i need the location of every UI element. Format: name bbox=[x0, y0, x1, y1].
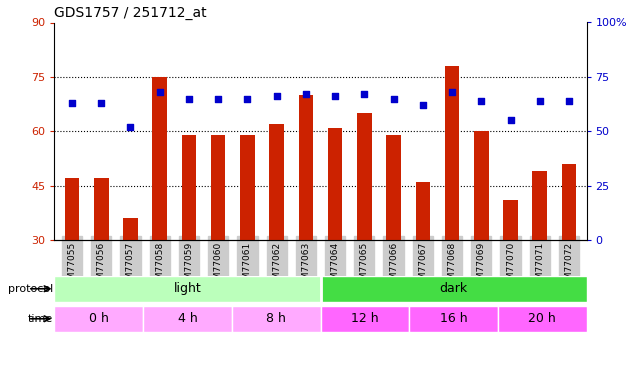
Bar bbox=[123, 218, 138, 240]
Bar bbox=[387, 135, 401, 240]
Point bbox=[242, 96, 253, 102]
Point bbox=[476, 98, 487, 104]
Point bbox=[213, 96, 223, 102]
Point bbox=[447, 89, 457, 95]
Bar bbox=[94, 178, 108, 240]
Bar bbox=[415, 182, 430, 240]
Bar bbox=[232, 306, 320, 332]
Text: 20 h: 20 h bbox=[528, 312, 556, 325]
Bar bbox=[320, 276, 587, 302]
Bar bbox=[498, 306, 587, 332]
Point bbox=[67, 100, 77, 106]
Point bbox=[359, 91, 369, 97]
Bar bbox=[299, 95, 313, 240]
Bar bbox=[357, 113, 372, 240]
Point bbox=[126, 124, 136, 130]
Bar bbox=[211, 135, 226, 240]
Point bbox=[418, 102, 428, 108]
Bar bbox=[320, 306, 409, 332]
Point bbox=[96, 100, 106, 106]
Bar bbox=[54, 276, 320, 302]
Bar bbox=[328, 128, 342, 240]
Point bbox=[272, 93, 282, 99]
Bar bbox=[474, 131, 488, 240]
Bar bbox=[269, 124, 284, 240]
Text: protocol: protocol bbox=[8, 284, 53, 294]
Bar bbox=[65, 178, 79, 240]
Text: 0 h: 0 h bbox=[89, 312, 109, 325]
Bar bbox=[181, 135, 196, 240]
Text: GDS1757 / 251712_at: GDS1757 / 251712_at bbox=[54, 6, 207, 20]
Point bbox=[564, 98, 574, 104]
Text: light: light bbox=[174, 282, 201, 295]
Bar bbox=[153, 77, 167, 240]
Bar bbox=[533, 171, 547, 240]
Bar bbox=[409, 306, 498, 332]
Point bbox=[388, 96, 399, 102]
Text: time: time bbox=[28, 314, 53, 324]
Text: 4 h: 4 h bbox=[178, 312, 197, 325]
Bar bbox=[143, 306, 232, 332]
Text: 12 h: 12 h bbox=[351, 312, 379, 325]
Text: 16 h: 16 h bbox=[440, 312, 467, 325]
Bar bbox=[445, 66, 460, 240]
Point bbox=[330, 93, 340, 99]
Bar bbox=[240, 135, 254, 240]
Bar bbox=[562, 164, 576, 240]
Point bbox=[505, 117, 515, 123]
Text: dark: dark bbox=[440, 282, 467, 295]
Point bbox=[154, 89, 165, 95]
Bar bbox=[503, 200, 518, 240]
Point bbox=[184, 96, 194, 102]
Bar bbox=[54, 306, 143, 332]
Point bbox=[301, 91, 311, 97]
Text: 8 h: 8 h bbox=[266, 312, 286, 325]
Point bbox=[535, 98, 545, 104]
